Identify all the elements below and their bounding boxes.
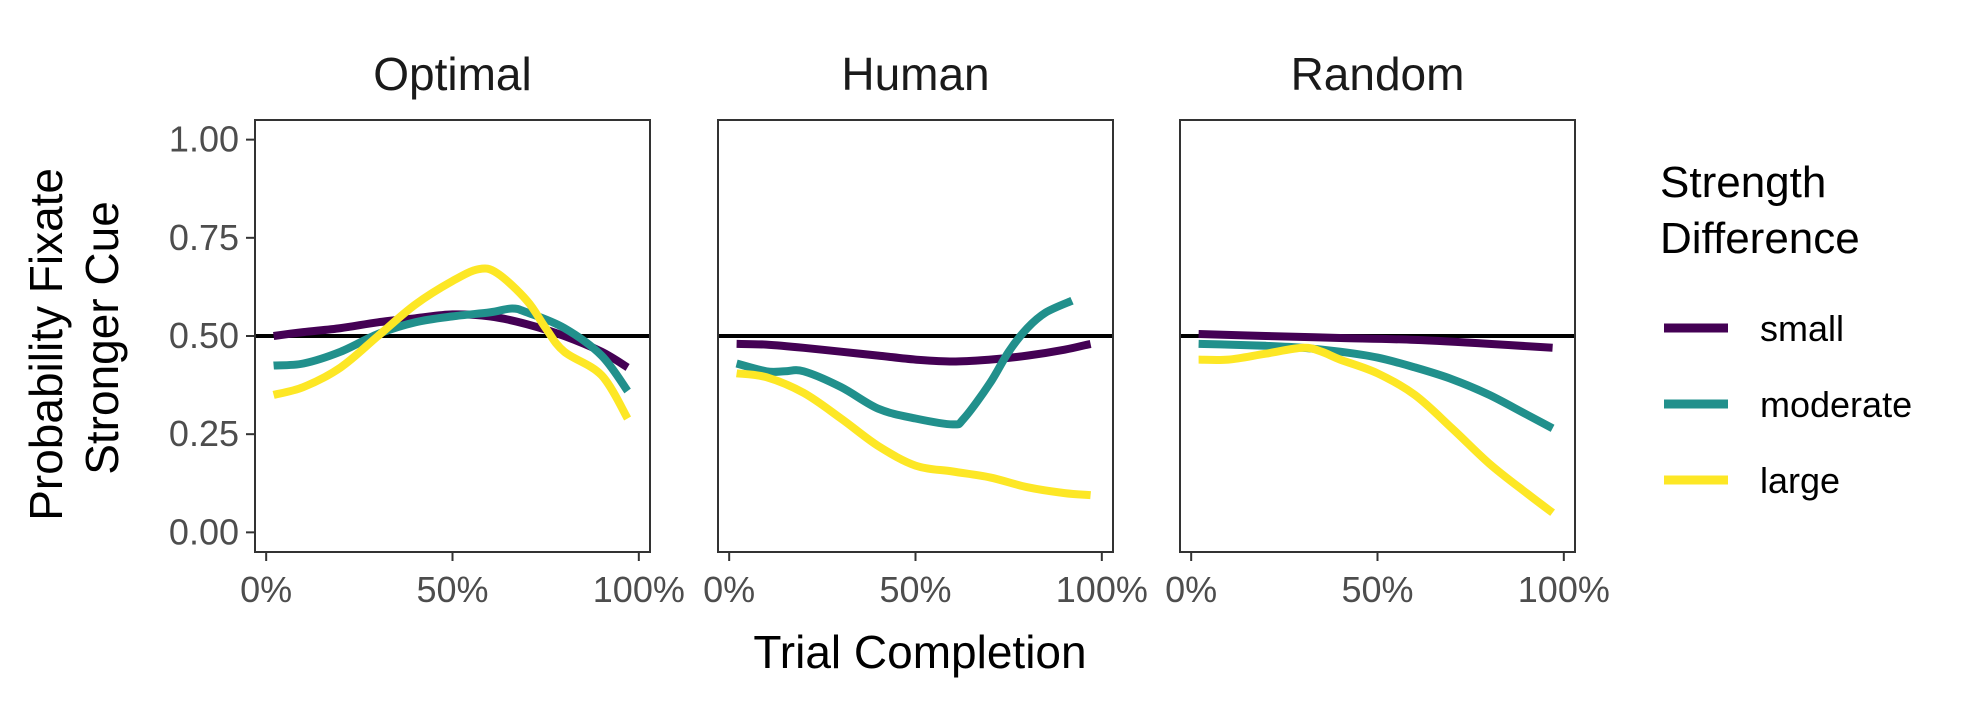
- panel-optimal: Optimal 0% 50% 100%: [240, 48, 685, 610]
- line-large-human: [736, 369, 1091, 500]
- y-tick-label: 0.25: [169, 413, 239, 454]
- x-tick-label: 100%: [1056, 569, 1148, 610]
- x-tick-label: 0%: [703, 569, 755, 610]
- legend-item-large: large: [1664, 460, 1840, 501]
- legend-item-small: small: [1664, 308, 1844, 349]
- x-tick-label: 100%: [1518, 569, 1610, 610]
- legend-title-line-2: Difference: [1660, 214, 1860, 263]
- legend: Strength Difference small moderate large: [1660, 158, 1912, 501]
- x-tick-label: 0%: [240, 569, 292, 610]
- legend-label: large: [1760, 460, 1840, 501]
- x-axis-title: Trial Completion: [753, 626, 1086, 678]
- x-tick-label: 50%: [416, 569, 488, 610]
- y-tick-label: 0.00: [169, 511, 239, 552]
- panels-group: Optimal 0% 50% 100% Human 0% 50% 100% Random 0% 50…: [240, 48, 1610, 610]
- y-tick-label: 1.00: [169, 119, 239, 160]
- line-small-random: [1198, 330, 1553, 352]
- legend-keys: small moderate large: [1664, 308, 1912, 501]
- y-axis: 0.00 0.25 0.50 0.75 1.00: [169, 119, 255, 552]
- x-tick-label: 50%: [1341, 569, 1413, 610]
- y-tick-label: 0.50: [169, 315, 239, 356]
- x-tick-label: 100%: [593, 569, 685, 610]
- series-lines: [735, 297, 1092, 500]
- panel-random: Random 0% 50% 100%: [1165, 48, 1610, 610]
- facet-title-optimal: Optimal: [373, 48, 531, 100]
- line-large-random: [1198, 343, 1555, 516]
- series-lines: [272, 264, 632, 421]
- y-tick-label: 0.75: [169, 217, 239, 258]
- x-tick-label: 0%: [1165, 569, 1217, 610]
- facet-title-human: Human: [841, 48, 989, 100]
- line-small-human: [736, 339, 1092, 366]
- legend-label: small: [1760, 308, 1844, 349]
- y-axis-title-line-1: Probability Fixate: [20, 168, 72, 521]
- line-moderate-random: [1198, 339, 1555, 432]
- series-lines: [1198, 330, 1555, 516]
- line-moderate-human: [735, 297, 1074, 429]
- legend-title-line-1: Strength: [1660, 158, 1826, 207]
- legend-label: moderate: [1760, 384, 1912, 425]
- facet-title-random: Random: [1291, 48, 1465, 100]
- legend-item-moderate: moderate: [1664, 384, 1912, 425]
- y-axis-title-line-2: Stronger Cue: [76, 201, 128, 475]
- legend-title: Strength Difference: [1660, 158, 1860, 263]
- line-moderate-optimal: [273, 304, 631, 394]
- x-tick-label: 50%: [879, 569, 951, 610]
- panel-human: Human 0% 50% 100%: [703, 48, 1148, 610]
- y-axis-title: Probability Fixate Stronger Cue: [20, 155, 128, 521]
- line-large-optimal: [272, 264, 632, 421]
